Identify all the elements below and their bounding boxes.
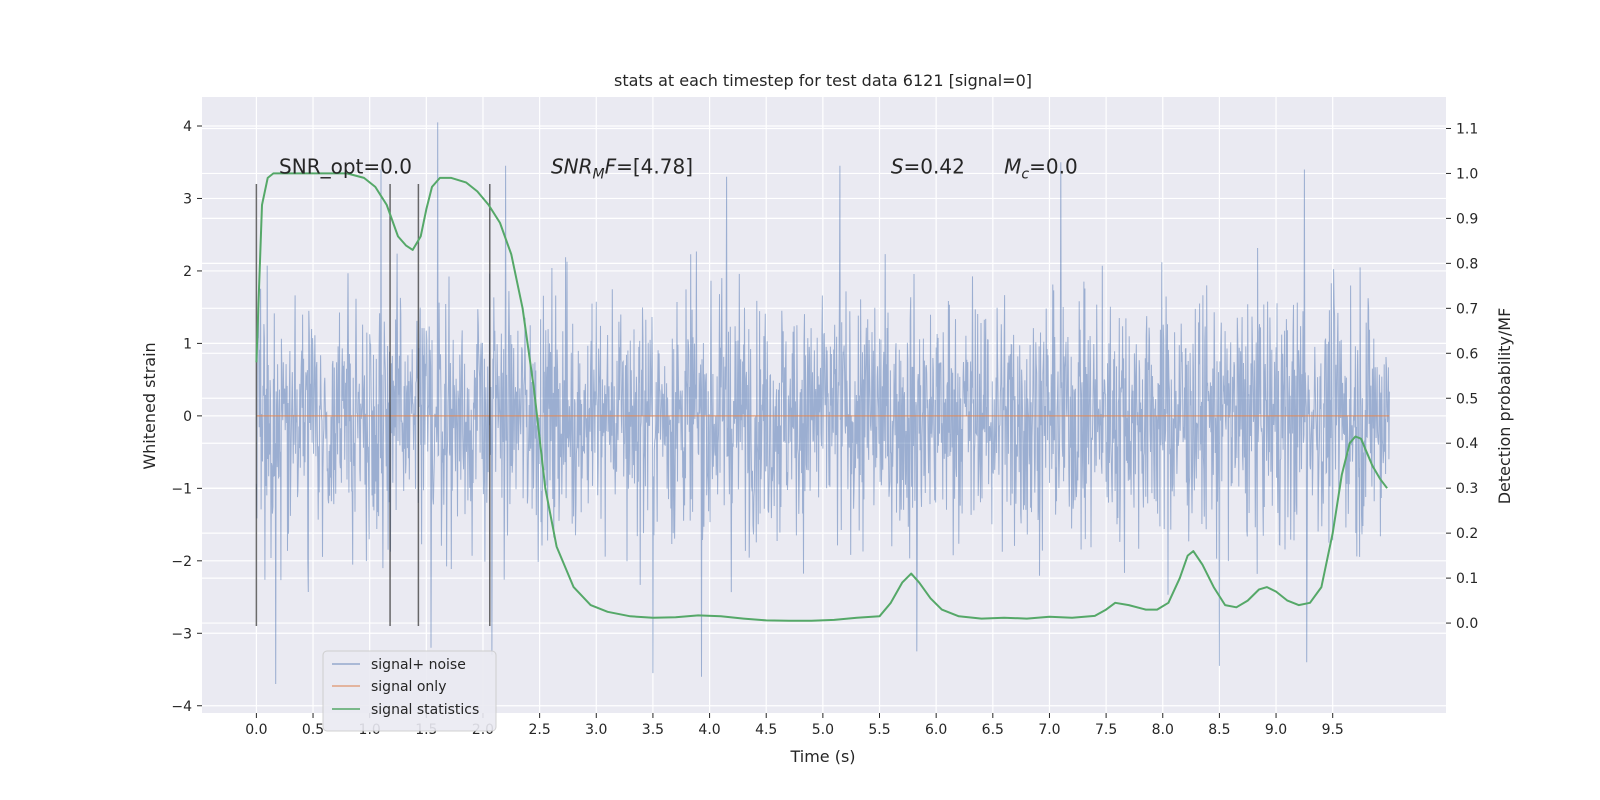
y-left-tick-label: −4 bbox=[171, 699, 192, 715]
x-tick-label: 9.0 bbox=[1265, 722, 1287, 738]
x-tick-label: 7.0 bbox=[1038, 722, 1060, 738]
annotations: SNR_opt=0.0 SNRMF=[4.78] S=0.42 Mc=0.0 bbox=[279, 154, 1078, 182]
x-axis-label: Time (s) bbox=[789, 747, 855, 766]
x-tick-label: 5.0 bbox=[812, 722, 834, 738]
y-left-tick-label: 3 bbox=[183, 191, 192, 207]
signal-noise-series bbox=[255, 122, 1390, 685]
signal-statistics-series bbox=[255, 172, 1388, 622]
y-right-tick-label: 1.0 bbox=[1456, 166, 1478, 182]
y-right-axis-ticks: 1.1 1.0 0.9 0.8 0.7 0.6 0.5 0.4 0.3 0.2 0.1 0.0 bbox=[1446, 121, 1478, 632]
y-right-axis-label: Detection probability/MF bbox=[1495, 308, 1514, 505]
legend-box bbox=[322, 650, 497, 732]
y-right-tick-label: 1.1 bbox=[1456, 121, 1478, 137]
y-left-tick-label: −2 bbox=[171, 554, 192, 570]
x-tick-label: 8.0 bbox=[1152, 722, 1174, 738]
x-tick-label: 4.5 bbox=[755, 722, 777, 738]
y-left-tick-label: −1 bbox=[171, 481, 192, 497]
legend-label-signal-statistics: signal statistics bbox=[371, 702, 479, 718]
annotation: S=0.42 bbox=[891, 154, 965, 178]
x-tick-label: 6.5 bbox=[982, 722, 1004, 738]
annotation: Mc=0.0 bbox=[1004, 154, 1078, 182]
annotation: SNRMF=[4.78] bbox=[551, 154, 693, 182]
y-right-tick-label: 0.7 bbox=[1456, 301, 1478, 317]
signal-noise-line bbox=[255, 122, 1390, 685]
x-tick-label: 7.5 bbox=[1095, 722, 1117, 738]
chart-title: stats at each timestep for test data 612… bbox=[614, 71, 1032, 90]
annotation: SNR_opt=0.0 bbox=[279, 154, 412, 178]
y-right-tick-label: 0.5 bbox=[1456, 391, 1478, 407]
x-tick-label: 3.0 bbox=[585, 722, 607, 738]
y-right-tick-label: 0.9 bbox=[1456, 211, 1478, 227]
y-left-tick-label: 0 bbox=[183, 409, 192, 425]
x-tick-label: 0.5 bbox=[302, 722, 324, 738]
y-right-tick-label: 0.4 bbox=[1456, 436, 1478, 452]
y-left-tick-label: 4 bbox=[183, 119, 192, 135]
x-tick-label: 6.0 bbox=[925, 722, 947, 738]
y-right-tick-label: 0.3 bbox=[1456, 481, 1478, 497]
y-right-tick-label: 0.2 bbox=[1456, 526, 1478, 542]
vertical-markers bbox=[255, 183, 491, 627]
y-left-tick-label: 2 bbox=[183, 264, 192, 280]
x-tick-label: 4.0 bbox=[698, 722, 720, 738]
y-left-tick-label: 1 bbox=[183, 336, 192, 352]
y-left-tick-label: −3 bbox=[171, 626, 192, 642]
legend-label-signal-noise: signal+ noise bbox=[371, 657, 466, 673]
x-tick-label: 2.5 bbox=[528, 722, 550, 738]
x-tick-label: 0.0 bbox=[245, 722, 267, 738]
legend: signal+ noise signal only signal statist… bbox=[322, 650, 497, 732]
y-left-axis-ticks: 4 3 2 1 0 −1 −2 −3 −4 bbox=[171, 119, 202, 715]
x-tick-label: 5.5 bbox=[868, 722, 890, 738]
x-tick-label: 3.5 bbox=[642, 722, 664, 738]
y-right-tick-label: 0.8 bbox=[1456, 256, 1478, 272]
signal-statistics-line bbox=[255, 172, 1388, 622]
x-tick-label: 9.5 bbox=[1322, 722, 1344, 738]
y-right-tick-label: 0.0 bbox=[1456, 616, 1478, 632]
legend-label-signal-only: signal only bbox=[371, 679, 446, 695]
y-right-tick-label: 0.6 bbox=[1456, 346, 1478, 362]
y-left-axis-label: Whitened strain bbox=[140, 342, 159, 469]
y-right-tick-label: 0.1 bbox=[1456, 571, 1478, 587]
x-tick-label: 8.5 bbox=[1208, 722, 1230, 738]
